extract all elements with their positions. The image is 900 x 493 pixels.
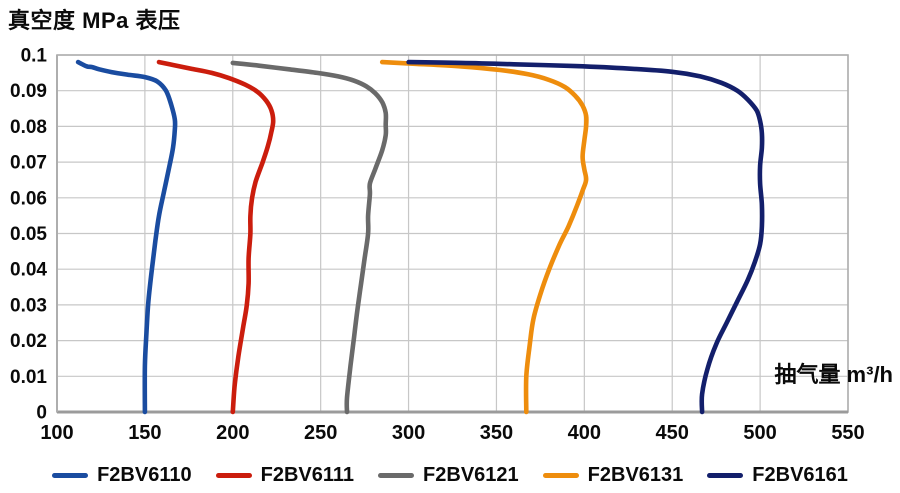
legend-item-F2BV6110: F2BV6110	[52, 464, 192, 487]
legend-dash-icon	[707, 472, 744, 478]
legend-label: F2BV6121	[423, 463, 519, 486]
legend-item-F2BV6121: F2BV6121	[378, 464, 519, 487]
x-tick-label: 400	[568, 422, 601, 444]
curve-F2BV6121	[230, 60, 389, 415]
x-axis-unit-label: 抽气量 m³/h	[774, 362, 893, 387]
y-tick-label: 0.1	[21, 46, 48, 67]
y-tick-label: 0.02	[10, 331, 47, 352]
x-tick-label: 450	[656, 422, 689, 444]
x-tick-label: 250	[304, 422, 337, 444]
x-tick-label: 200	[216, 422, 249, 444]
x-tick-label: 300	[392, 422, 425, 444]
legend-item-F2BV6111: F2BV6111	[215, 463, 355, 487]
legend-dash-icon	[542, 472, 579, 478]
y-tick-label: 0.08	[10, 117, 47, 138]
curve-F2BV6131	[379, 59, 589, 415]
y-tick-label: 0.09	[10, 81, 47, 102]
legend-item-F2BV6131: F2BV6131	[542, 463, 684, 487]
curve-F2BV6111	[156, 59, 276, 415]
y-tick-label: 0.07	[10, 153, 47, 174]
y-tick-label: 0.01	[10, 367, 47, 388]
chart-plot-area: 0 0.01 0.02 0.03 0.04 0.05 0.06 0.07 0.08 0.09 0.1…	[10, 46, 865, 445]
legend-dash-icon	[215, 472, 252, 478]
legend-dash-icon	[378, 472, 415, 478]
x-tick-label: 100	[40, 422, 73, 444]
legend-label: F2BV6161	[752, 463, 848, 486]
x-tick-label: 500	[743, 422, 776, 444]
x-tick-label: 350	[480, 422, 513, 444]
curve-F2BV6161	[406, 59, 765, 415]
x-tick-label: 550	[831, 422, 864, 444]
curve-F2BV6110	[75, 59, 178, 415]
legend: F2BV6110 F2BV6111 F2BV6121 F2BV6131 F2BV6161	[0, 459, 900, 491]
x-tick-label: 150	[128, 422, 161, 444]
legend-dash-icon	[52, 472, 89, 478]
legend-item-F2BV6161: F2BV6161	[707, 464, 848, 487]
legend-label: F2BV6110	[97, 463, 192, 486]
y-tick-label: 0.03	[10, 295, 47, 316]
legend-label: F2BV6131	[587, 463, 684, 486]
gridlines	[56, 54, 849, 413]
y-tick-label: 0.04	[10, 260, 47, 281]
y-tick-label: 0	[36, 403, 47, 424]
page-title: 真空度 MPa 表压	[8, 8, 181, 33]
legend-label: F2BV6111	[260, 463, 355, 486]
y-tick-label: 0.06	[10, 188, 47, 209]
y-tick-label: 0.05	[10, 224, 47, 245]
